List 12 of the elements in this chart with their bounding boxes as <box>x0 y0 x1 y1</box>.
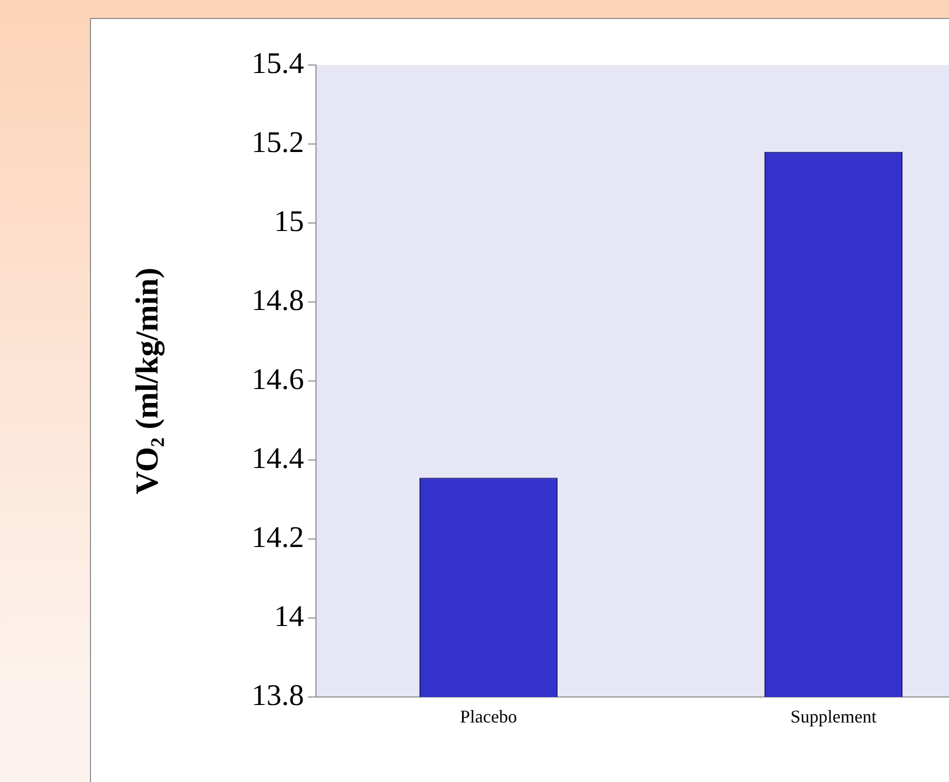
y-tick-label: 14.2 <box>252 520 304 554</box>
y-axis-title: VO₂ (ml/kg/min) <box>128 268 166 494</box>
y-tick-label: 15 <box>274 204 304 238</box>
y-tick-label: 14.6 <box>252 362 304 396</box>
y-tick-label: 15.4 <box>252 46 304 80</box>
y-tick-label: 14.4 <box>252 442 304 475</box>
y-tick-label: 15.2 <box>252 126 304 159</box>
y-tick-label: 13.8 <box>252 678 304 712</box>
x-tick-label: Placebo <box>460 706 517 727</box>
y-tick-label: 14 <box>274 600 304 633</box>
y-tick-label: 14.8 <box>252 284 304 317</box>
x-tick-label: Supplement <box>790 706 876 727</box>
